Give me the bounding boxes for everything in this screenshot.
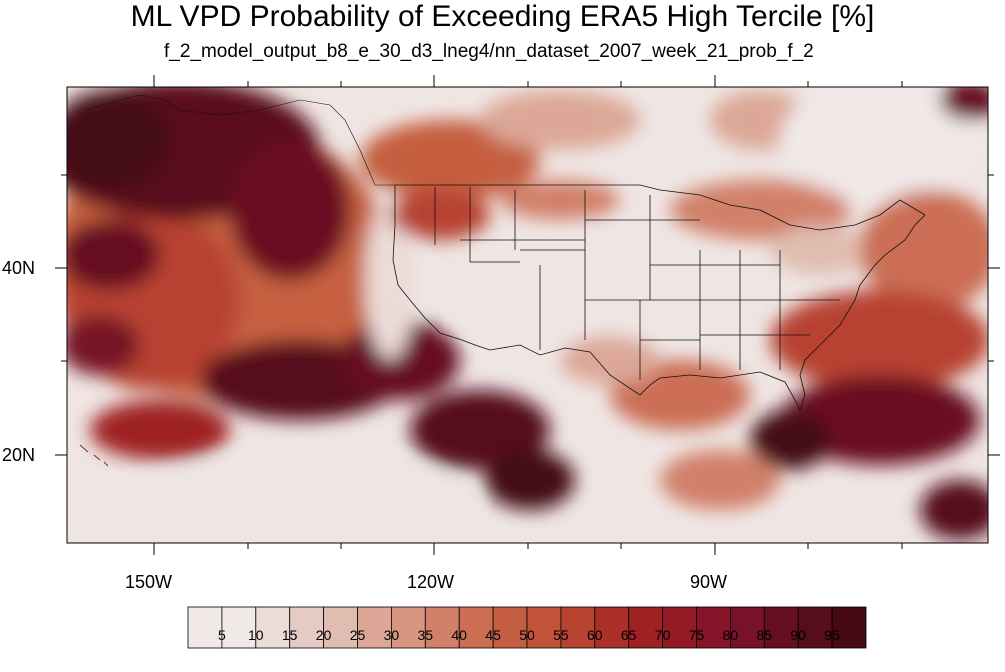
probability-field bbox=[67, 87, 988, 543]
y-tick-label-20n: 20N bbox=[2, 445, 36, 465]
colorbar-level-label: 90 bbox=[790, 627, 806, 643]
colorbar-level-label: 60 bbox=[587, 627, 603, 643]
colorbar-box bbox=[594, 606, 630, 649]
axis-ticks bbox=[55, 75, 1000, 555]
colorbar-level-label: 50 bbox=[519, 627, 535, 643]
map-title: ML VPD Probability of Exceeding ERA5 Hig… bbox=[130, 0, 875, 33]
colorbar-box bbox=[696, 606, 731, 649]
colorbar-level-label: 20 bbox=[315, 627, 332, 643]
colorbar-box bbox=[289, 606, 325, 649]
x-tick-label-90w: 90W bbox=[690, 572, 728, 592]
colorbar-level-label: 70 bbox=[654, 627, 671, 643]
colorbar-box bbox=[187, 606, 223, 649]
colorbar-level-label: 15 bbox=[281, 627, 298, 643]
colorbar bbox=[187, 606, 867, 649]
colorbar-box bbox=[526, 606, 562, 649]
colorbar-box bbox=[730, 606, 765, 649]
colorbar-level-label: 10 bbox=[248, 627, 264, 643]
colorbar-box bbox=[458, 606, 494, 649]
colorbar-level-label: 55 bbox=[553, 627, 569, 643]
colorbar-box bbox=[492, 606, 528, 649]
colorbar-box bbox=[763, 606, 799, 649]
colorbar-level-label: 75 bbox=[688, 627, 705, 643]
coastline-and-borders bbox=[79, 94, 926, 467]
colorbar-box bbox=[628, 606, 664, 649]
colorbar-box bbox=[831, 606, 867, 649]
colorbar-box bbox=[797, 606, 833, 649]
colorbar-level-label: 30 bbox=[383, 627, 400, 643]
y-tick-label-40n: 40N bbox=[2, 258, 36, 278]
colorbar-level-label: 40 bbox=[451, 627, 467, 643]
map-subtitle: f_2_model_output_b8_e_30_d3_lneg4/nn_dat… bbox=[164, 41, 814, 62]
colorbar-box bbox=[221, 606, 257, 649]
colorbar-level-label: 35 bbox=[417, 627, 434, 643]
colorbar-box bbox=[424, 606, 460, 649]
colorbar-box bbox=[323, 606, 358, 649]
x-tick-label-150w: 150W bbox=[125, 572, 173, 592]
colorbar-level-label: 80 bbox=[722, 627, 739, 643]
colorbar-level-label: 45 bbox=[485, 627, 501, 643]
colorbar-level-label: 65 bbox=[620, 627, 637, 643]
colorbar-level-label: 95 bbox=[824, 627, 840, 643]
colorbar-level-label: 85 bbox=[756, 627, 773, 643]
colorbar-level-label: 5 bbox=[217, 627, 226, 643]
colorbar-level-label: 25 bbox=[349, 627, 366, 643]
x-tick-label-120w: 120W bbox=[407, 572, 455, 592]
